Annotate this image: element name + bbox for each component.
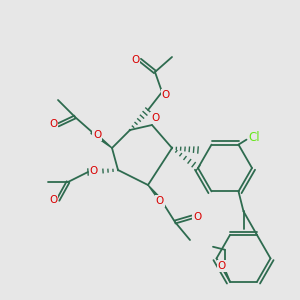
- Text: O: O: [93, 130, 101, 140]
- Text: O: O: [162, 90, 170, 100]
- Text: O: O: [131, 55, 139, 65]
- Polygon shape: [91, 130, 112, 148]
- Text: O: O: [151, 113, 159, 123]
- Text: O: O: [193, 212, 201, 222]
- Text: O: O: [49, 119, 57, 129]
- Text: O: O: [49, 195, 57, 205]
- Text: O: O: [156, 196, 164, 206]
- Text: O: O: [218, 261, 226, 271]
- Text: O: O: [90, 166, 98, 176]
- Polygon shape: [148, 185, 164, 204]
- Text: O: O: [151, 113, 159, 123]
- Text: Cl: Cl: [249, 131, 260, 144]
